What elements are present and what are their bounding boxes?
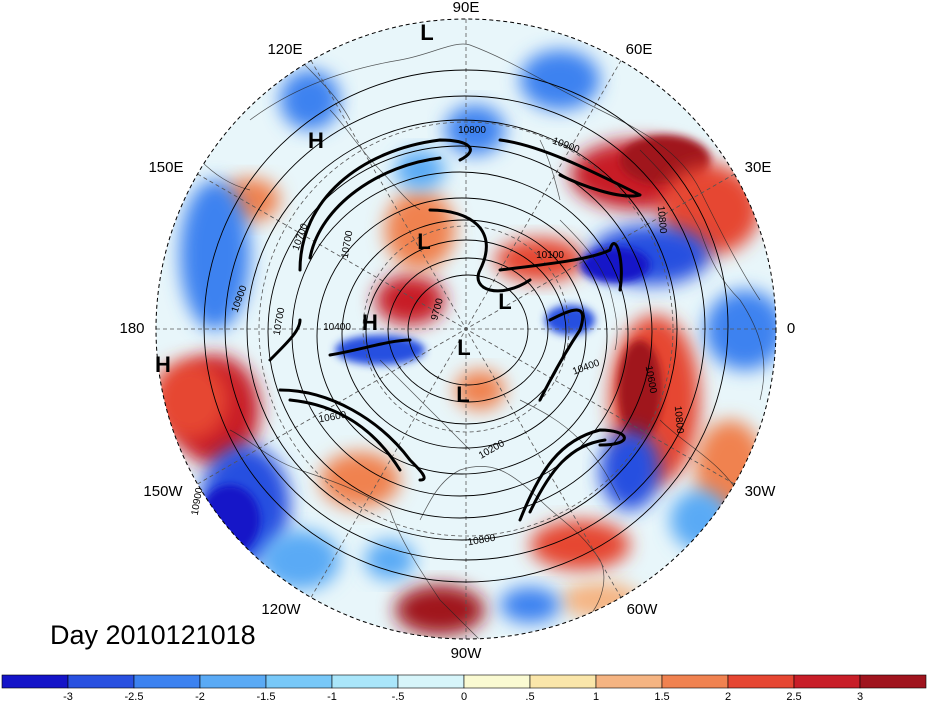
colorbar-tick-label: .5 [525, 691, 534, 702]
anomaly-blob [395, 585, 485, 635]
anomaly-blob [600, 430, 660, 510]
map-boundary [155, 18, 777, 640]
high-pressure-label: H [308, 128, 324, 153]
jet-contours [268, 138, 642, 522]
anomaly-blob [520, 50, 600, 110]
anomaly-blob [335, 335, 425, 365]
high-pressure-label: H [362, 310, 378, 335]
map-disk [156, 19, 776, 639]
height-contours [203, 69, 729, 583]
colorbar-swatch [793, 674, 861, 689]
colorbar-tick-label: 3 [857, 691, 863, 702]
coastlines [199, 43, 765, 639]
colorbar-swatch [199, 674, 267, 689]
anomaly-blob [200, 485, 260, 555]
anomaly-blob [500, 587, 560, 623]
low-pressure-label: L [420, 20, 433, 45]
graticule [156, 19, 776, 639]
colorbar-swatch [661, 674, 729, 689]
longitude-label: 30E [745, 159, 772, 176]
contour-value-label: 10700 [272, 306, 288, 336]
map-title: Day 2010121018 [50, 620, 256, 650]
contour-value-label: 10700 [340, 229, 356, 259]
longitude-label-layer: 90E 60E 30E 0 30W 60W 90W 120W 150W 180 150E 120E [119, 0, 795, 662]
colorbar: -3 -2.5 -2 -1.5 -1 -.5 0 .5 1 1.5 2 2.5 3 [1, 674, 927, 702]
anomaly-blob [618, 340, 662, 440]
longitude-label: 150E [148, 159, 183, 176]
longitude-label: 90E [453, 0, 480, 16]
contour-value-label: 10900 [190, 486, 206, 516]
anomaly-blob [365, 540, 415, 580]
colorbar-tick-label: -2.5 [125, 691, 144, 702]
contour-value-label: 10600 [643, 365, 659, 395]
longitude-label: 0 [787, 320, 795, 337]
anomaly-blob [260, 530, 340, 590]
colorbar-tick-label: 0 [461, 691, 467, 702]
anomaly-blob [530, 520, 630, 570]
longitude-label: 30W [745, 483, 777, 500]
longitude-label: 120W [261, 601, 301, 618]
colorbar-tick-label: -3 [63, 691, 73, 702]
colorbar-tick-label: -1.5 [257, 691, 276, 702]
longitude-label: 60E [626, 41, 653, 58]
contour-value-label: 10800 [672, 405, 685, 434]
contour-value-label: 10800 [458, 125, 486, 136]
longitude-label: 180 [119, 320, 144, 337]
colorbar-swatch [67, 674, 135, 689]
contour-value-label: 10400 [323, 322, 351, 333]
anomaly-blob [180, 180, 250, 330]
anomaly-blob [375, 275, 445, 325]
colorbar-tick-label: -.5 [392, 691, 405, 702]
low-pressure-label: L [417, 229, 430, 254]
longitude-label: 90W [451, 645, 483, 662]
anomaly-blob [280, 70, 340, 130]
contour-value-label: 10800 [655, 205, 668, 234]
colorbar-swatch [463, 674, 531, 689]
colorbar-tick-label: 2 [725, 691, 731, 702]
longitude-label: 60W [627, 601, 659, 618]
colorbar-swatch [331, 674, 399, 689]
longitude-label: 150W [143, 483, 183, 500]
colorbar-swatch [265, 674, 333, 689]
longitude-label: 120E [267, 41, 302, 58]
colorbar-swatch [727, 674, 795, 689]
low-pressure-label: L [498, 289, 511, 314]
colorbar-swatch [595, 674, 663, 689]
anomaly-blob [705, 290, 776, 370]
contour-value-label: 10600 [318, 410, 348, 426]
low-pressure-label: L [456, 382, 469, 407]
colorbar-swatch [397, 674, 465, 689]
colorbar-tick-label: 1.5 [654, 691, 669, 702]
colorbar-tick-label: -1 [327, 691, 337, 702]
anomaly-blob [495, 238, 585, 282]
low-pressure-label: L [457, 335, 470, 360]
anomaly-blob [156, 360, 228, 440]
anomaly-blob [670, 490, 730, 550]
colorbar-tick-label: -2 [195, 691, 205, 702]
anomaly-blob [395, 150, 445, 190]
contour-value-label: 10100 [536, 250, 564, 261]
anomaly-blob [320, 452, 400, 508]
colorbar-swatch [1, 674, 69, 689]
colorbar-swatch [529, 674, 597, 689]
high-pressure-label: H [155, 352, 171, 377]
colorbar-tick-label: 2.5 [786, 691, 801, 702]
colorbar-swatch [859, 674, 927, 689]
colorbar-tick-label: 1 [593, 691, 599, 702]
colorbar-swatch [133, 674, 201, 689]
contour-value-label: 10800 [467, 533, 497, 549]
